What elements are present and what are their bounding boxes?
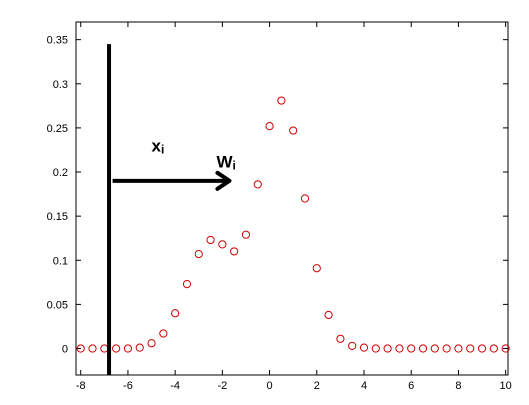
y-tick-label: 0	[62, 344, 68, 356]
data-point	[430, 344, 439, 353]
data-point	[348, 341, 357, 350]
xi-label-sub: i	[161, 143, 164, 157]
data-point	[454, 344, 463, 353]
x-tick-label: -6	[123, 380, 133, 392]
x-tick-label: 4	[361, 380, 367, 392]
data-point	[336, 334, 345, 343]
data-point	[206, 235, 215, 245]
wi-label-base: W	[216, 153, 233, 172]
data-point	[218, 240, 227, 249]
data-point	[135, 343, 144, 352]
x-tick-label: 0	[267, 380, 273, 392]
xi-label-base: x	[152, 137, 162, 156]
data-point	[300, 194, 310, 203]
wi-label-sub: i	[233, 159, 236, 173]
y-tick-label: 0.1	[53, 255, 68, 267]
arrow-head	[215, 170, 232, 191]
y-axis-ticks: 0 0.05 0.1 0.15 0.2 0.25 0.3 0.35	[47, 35, 508, 356]
y-tick-label: 0.15	[47, 211, 68, 223]
data-point	[407, 344, 416, 353]
data-point	[100, 344, 109, 353]
data-point	[466, 344, 475, 353]
data-point	[112, 344, 121, 353]
x-tick-label: 8	[455, 380, 461, 392]
data-point	[418, 344, 428, 353]
axes-box	[75, 21, 509, 376]
x-tick-label: 2	[314, 380, 320, 392]
data-point	[277, 96, 286, 105]
data-points	[76, 96, 510, 353]
data-point	[395, 344, 404, 353]
data-point	[265, 122, 274, 131]
data-point	[147, 339, 156, 348]
y-tick-label: 0.35	[47, 35, 68, 47]
data-point	[253, 180, 262, 189]
data-point	[182, 280, 192, 289]
data-point	[501, 344, 510, 353]
data-point	[159, 329, 168, 338]
x-tick-label: -8	[76, 380, 86, 392]
data-point	[383, 344, 392, 353]
data-point	[241, 230, 251, 239]
data-point	[88, 344, 97, 353]
data-point	[76, 344, 85, 353]
data-point	[477, 344, 487, 353]
data-point	[371, 344, 380, 353]
data-point	[442, 344, 451, 353]
data-point	[171, 309, 180, 318]
data-point	[194, 249, 203, 259]
data-point	[230, 247, 239, 256]
wi-label: Wi	[216, 153, 235, 173]
data-point	[123, 344, 133, 353]
data-point	[489, 344, 498, 353]
y-tick-label: 0.05	[47, 299, 68, 311]
x-tick-label: -2	[217, 380, 227, 392]
x-tick-label: -4	[170, 380, 180, 392]
data-point	[324, 310, 333, 320]
data-point	[359, 343, 369, 352]
x-axis-ticks: -8 -6 -4 -2 0 2 4 6 8 10	[76, 22, 512, 392]
y-tick-label: 0.2	[53, 167, 68, 179]
data-point	[312, 264, 321, 273]
data-point	[289, 126, 298, 135]
annotations: xi Wi	[107, 44, 236, 375]
xi-label: xi	[152, 137, 165, 157]
y-tick-label: 0.3	[53, 79, 68, 91]
x-tick-label: 10	[500, 380, 512, 392]
x-tick-label: 6	[408, 380, 414, 392]
axes-frame	[75, 21, 509, 376]
y-tick-label: 0.25	[47, 123, 68, 135]
